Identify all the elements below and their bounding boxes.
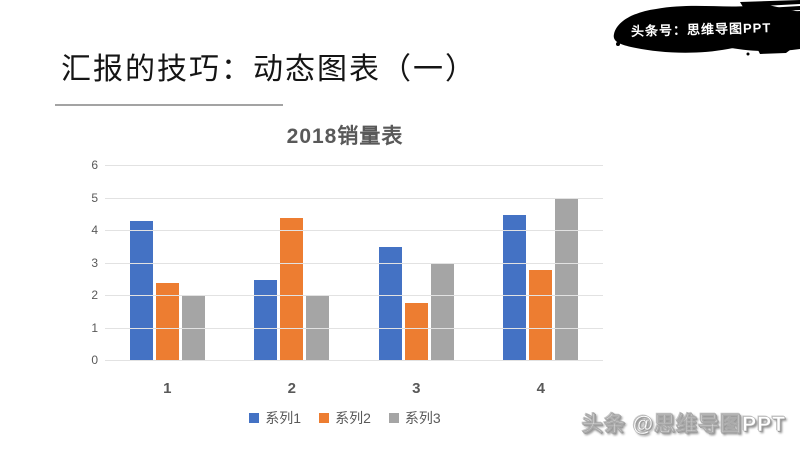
bar-系列3-2	[306, 296, 330, 361]
x-tick-label: 4	[536, 380, 545, 397]
bar-group	[105, 166, 230, 361]
bar-系列2-1	[155, 283, 179, 361]
title-underline	[55, 104, 283, 106]
y-axis: 0 1 2 3 4 5 6	[80, 159, 98, 366]
y-tick-label: 4	[91, 223, 98, 237]
y-tick-label: 1	[91, 320, 98, 335]
y-tick-label: 3	[91, 255, 98, 270]
bar-groups	[105, 166, 603, 361]
legend-label: 系列3	[404, 410, 441, 426]
brush-stroke-icon	[613, 0, 800, 56]
x-tick-label: 2	[287, 380, 296, 397]
bar-系列2-4	[529, 270, 553, 361]
bar-系列2-3	[404, 302, 428, 361]
badge-label: 头条号：思维导图PPT	[630, 20, 772, 39]
bar-group	[479, 166, 604, 361]
bar-系列3-4	[555, 198, 579, 361]
gridline	[105, 197, 603, 199]
x-tick-label: 1	[163, 380, 172, 397]
gridline	[105, 327, 603, 329]
bar-系列1-4	[503, 214, 527, 361]
plot-area	[105, 165, 603, 361]
bar-group	[230, 166, 355, 361]
bar-group	[354, 166, 479, 361]
bar-系列1-1	[129, 221, 153, 361]
legend-swatch-icon	[319, 413, 330, 423]
legend-swatch-icon	[249, 413, 260, 423]
legend-item: 系列1	[249, 408, 301, 428]
gridline	[105, 360, 603, 361]
bar-chart: 2018销量表 0 1 2 3 4 5 6 1 2 3 4 系列1 系列2 系列3	[80, 116, 610, 438]
legend-swatch-icon	[388, 413, 399, 423]
brand-badge: 头条号：思维导图PPT	[608, 0, 800, 58]
chart-title: 2018销量表	[286, 125, 404, 148]
legend-label: 系列2	[335, 410, 371, 426]
legend-label: 系列1	[265, 410, 302, 426]
y-tick-label: 2	[91, 288, 98, 302]
x-axis: 1 2 3 4	[105, 380, 603, 397]
gridline	[105, 165, 603, 166]
y-tick-label: 6	[91, 158, 98, 172]
gridline	[105, 230, 603, 231]
legend-item: 系列3	[388, 408, 441, 428]
bar-系列2-2	[280, 218, 304, 361]
bar-系列3-3	[430, 263, 454, 361]
chart-legend: 系列1 系列2 系列3	[80, 408, 610, 428]
bar-系列1-2	[254, 279, 278, 361]
legend-item: 系列2	[319, 408, 371, 428]
bar-系列1-3	[378, 247, 402, 361]
x-tick-label: 3	[412, 380, 421, 397]
bar-系列3-1	[181, 296, 205, 361]
slide-title: 汇报的技巧：动态图表（一）	[61, 53, 477, 86]
gridline	[105, 295, 603, 296]
gridline	[105, 262, 603, 264]
watermark: 头条 @思维导图PPT	[581, 413, 786, 437]
y-tick-label: 0	[91, 353, 98, 367]
y-tick-label: 5	[91, 190, 98, 205]
